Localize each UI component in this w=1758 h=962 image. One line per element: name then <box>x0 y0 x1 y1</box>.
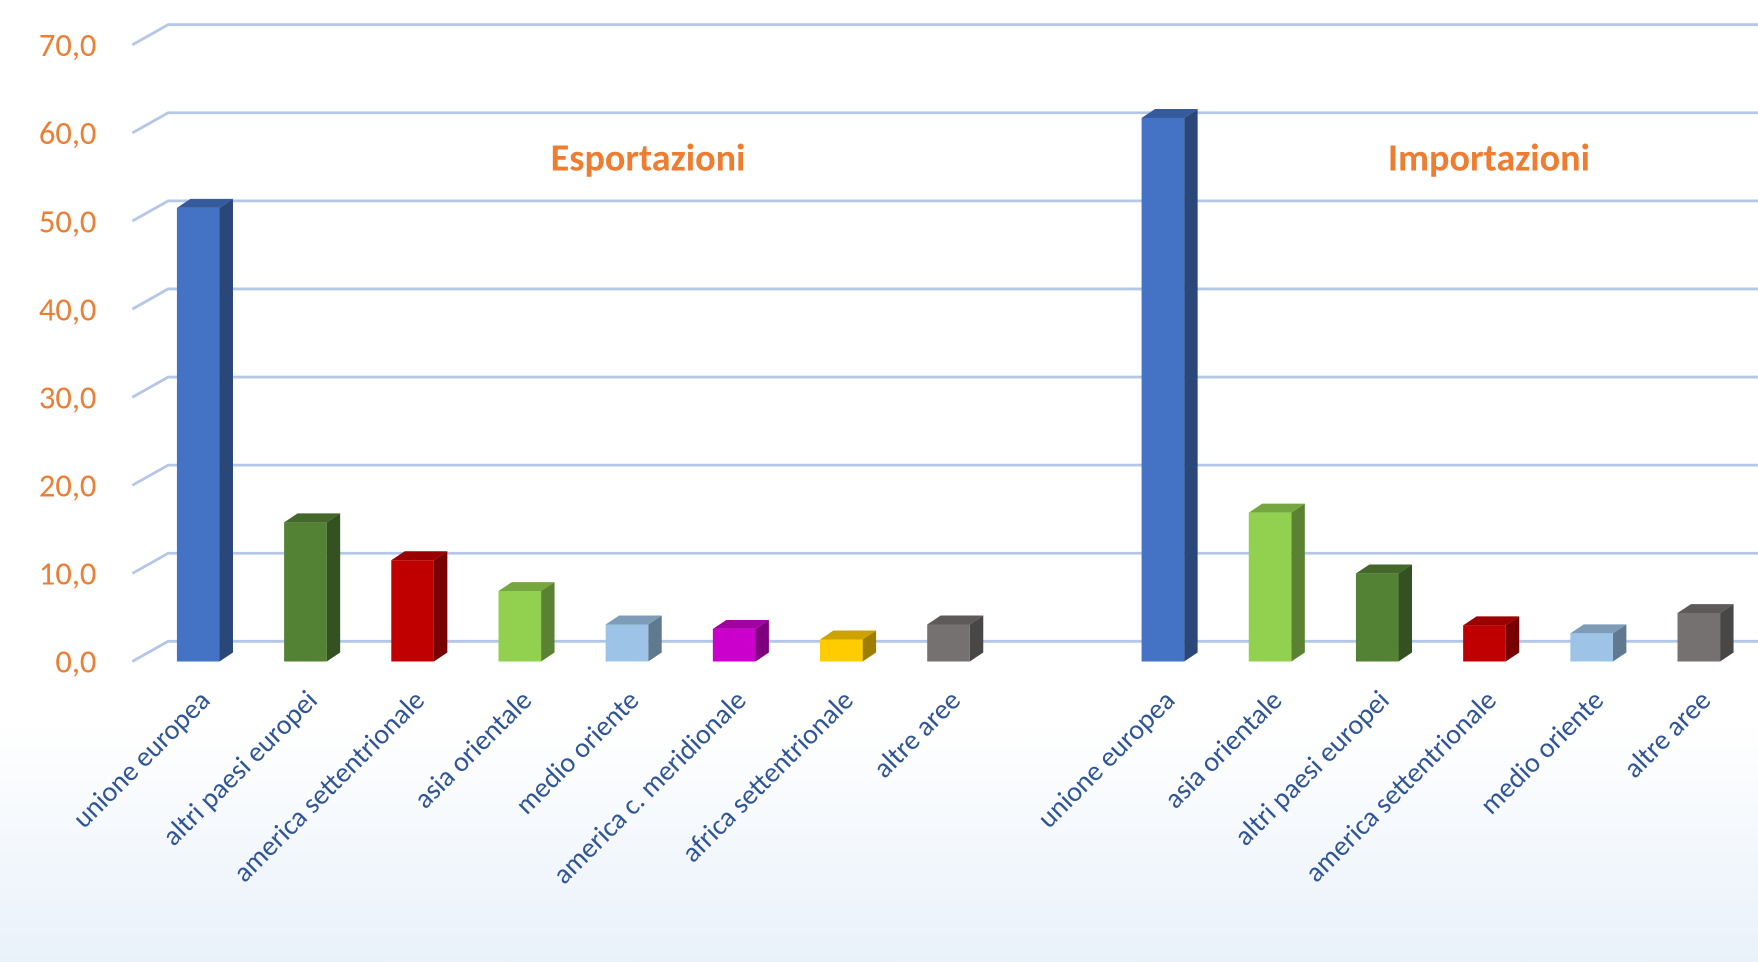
group-label: Esportazioni <box>551 135 746 181</box>
bar-side <box>1612 624 1627 662</box>
bar-top <box>1677 604 1734 614</box>
bar-side <box>755 619 769 662</box>
bar-top <box>1141 109 1198 118</box>
bar-front <box>284 522 327 662</box>
bar <box>820 630 877 662</box>
bar <box>498 582 555 662</box>
bar-side <box>1720 604 1734 662</box>
bar-side <box>1505 616 1520 662</box>
bar-front <box>605 624 649 662</box>
bar <box>1677 604 1734 662</box>
y-tick-label: 0,0 <box>55 642 96 682</box>
group-label: Importazioni <box>1388 135 1590 181</box>
bar-top <box>176 198 233 208</box>
bar-top <box>284 513 341 523</box>
bar-front <box>1463 625 1506 662</box>
grid-line <box>131 111 1758 135</box>
grid-line <box>131 199 1758 223</box>
bar-front <box>1355 573 1399 662</box>
bar-top <box>1248 503 1305 513</box>
y-tick-label: 40,0 <box>39 289 97 329</box>
bar-side <box>219 198 233 662</box>
bar-side <box>969 615 984 662</box>
bar-top <box>927 615 984 625</box>
bar-front <box>927 624 970 662</box>
bar <box>1248 503 1305 662</box>
bar-side <box>433 551 448 662</box>
bar-front <box>1248 512 1292 662</box>
bar <box>1141 109 1198 662</box>
bar-front <box>391 560 434 662</box>
bar <box>176 198 233 662</box>
bar-top <box>712 619 769 629</box>
bar <box>391 551 448 662</box>
y-tick-label: 60,0 <box>39 113 97 153</box>
bar-side <box>1398 564 1413 662</box>
bar <box>1355 564 1413 662</box>
bar-front <box>1570 633 1613 662</box>
bar-side <box>541 582 555 662</box>
bar <box>1463 616 1520 662</box>
bar-side <box>1291 503 1305 662</box>
grid-line <box>131 287 1758 311</box>
bar-front <box>820 639 863 662</box>
y-tick-label: 70,0 <box>39 25 97 65</box>
bar-top <box>1570 624 1627 634</box>
bar <box>927 615 984 662</box>
bar-top <box>498 582 555 592</box>
bar-side <box>648 615 662 662</box>
bar-front <box>498 591 542 662</box>
bar-front <box>1141 117 1185 662</box>
bar-top <box>1463 616 1520 626</box>
grid-line <box>131 23 1758 47</box>
bar-top <box>391 551 448 561</box>
bar-top <box>820 630 877 640</box>
bar-side <box>1184 109 1198 662</box>
bar-front <box>176 207 220 662</box>
y-tick-label: 30,0 <box>39 377 97 417</box>
bar-side <box>862 630 877 662</box>
y-tick-label: 10,0 <box>39 554 97 594</box>
y-tick-label: 50,0 <box>39 201 97 241</box>
y-tick-label: 20,0 <box>39 466 97 506</box>
bar-top <box>605 615 662 625</box>
grid-line <box>131 551 1758 575</box>
bar <box>1570 624 1627 662</box>
bar-front <box>1677 613 1721 662</box>
bar <box>712 619 769 662</box>
bar-top <box>1355 564 1413 574</box>
grid-line <box>131 375 1758 399</box>
bar <box>605 615 662 662</box>
grid-line <box>131 639 1758 663</box>
bar-front <box>712 628 756 662</box>
grid-line <box>131 463 1758 487</box>
bar-side <box>326 513 341 662</box>
bar <box>284 513 341 662</box>
